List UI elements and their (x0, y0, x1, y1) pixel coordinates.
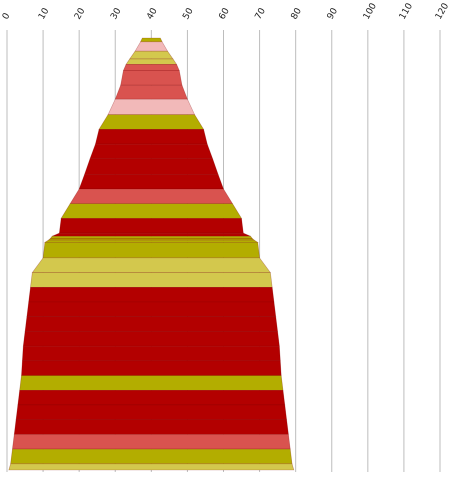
funnel-segment-29 (21, 360, 282, 376)
funnel-segments (8, 37, 295, 471)
funnel-segment-12 (84, 158, 219, 175)
funnel-segment-5 (122, 64, 180, 71)
funnel-segment-16 (58, 218, 244, 234)
funnel-segment-3 (129, 50, 174, 60)
x-tick-label-30: 30 (109, 6, 124, 21)
funnel-segment-28 (22, 345, 281, 362)
x-tick-label-110: 110 (398, 1, 415, 21)
funnel-segment-10 (95, 129, 208, 145)
funnel-segment-15 (60, 203, 243, 219)
funnel-segment-22 (31, 257, 272, 273)
funnel-segment-30 (19, 375, 284, 391)
funnel-segment-13 (78, 173, 224, 190)
x-tick-label-100: 100 (362, 1, 379, 21)
funnel-segment-33 (13, 419, 289, 435)
funnel-segment-24 (28, 286, 275, 303)
funnel-segment-8 (107, 98, 196, 115)
x-axis-ticks: 0 10 20 30 40 50 60 70 80 90 100 110 120 (1, 1, 451, 21)
x-tick-label-20: 20 (73, 6, 88, 21)
funnel-segment-4 (125, 58, 178, 65)
x-tick-label-90: 90 (326, 6, 341, 21)
x-tick-label-0: 0 (1, 11, 13, 21)
funnel-segment-21 (42, 242, 260, 259)
x-tick-label-60: 60 (217, 6, 232, 21)
funnel-segment-14 (69, 188, 234, 204)
funnel-segment-26 (24, 316, 278, 332)
funnel-segment-27 (22, 331, 280, 347)
funnel-segment-23 (30, 272, 273, 288)
x-tick-label-50: 50 (181, 6, 196, 21)
funnel-segment-34 (12, 434, 291, 450)
funnel-segment-11 (89, 143, 214, 160)
funnel-segment-2 (134, 41, 169, 52)
funnel-segment-17 (51, 232, 251, 237)
x-tick-label-40: 40 (145, 6, 160, 21)
x-tick-label-120: 120 (434, 1, 451, 21)
funnel-segment-31 (17, 389, 286, 406)
x-tick-label-70: 70 (254, 6, 269, 21)
funnel-segment-32 (15, 404, 287, 420)
x-tick-label-10: 10 (37, 6, 52, 21)
funnel-segment-36 (8, 463, 295, 471)
funnel-segment-25 (26, 301, 277, 318)
funnel-segment-9 (98, 114, 205, 130)
funnel-segment-7 (114, 84, 188, 100)
x-tick-label-80: 80 (290, 6, 305, 21)
funnel-segment-18 (49, 235, 253, 239)
funnel-segment-35 (10, 448, 293, 465)
funnel-segment-6 (120, 70, 183, 86)
funnel-segment-20 (43, 239, 259, 243)
funnel-segment-1 (140, 37, 163, 43)
